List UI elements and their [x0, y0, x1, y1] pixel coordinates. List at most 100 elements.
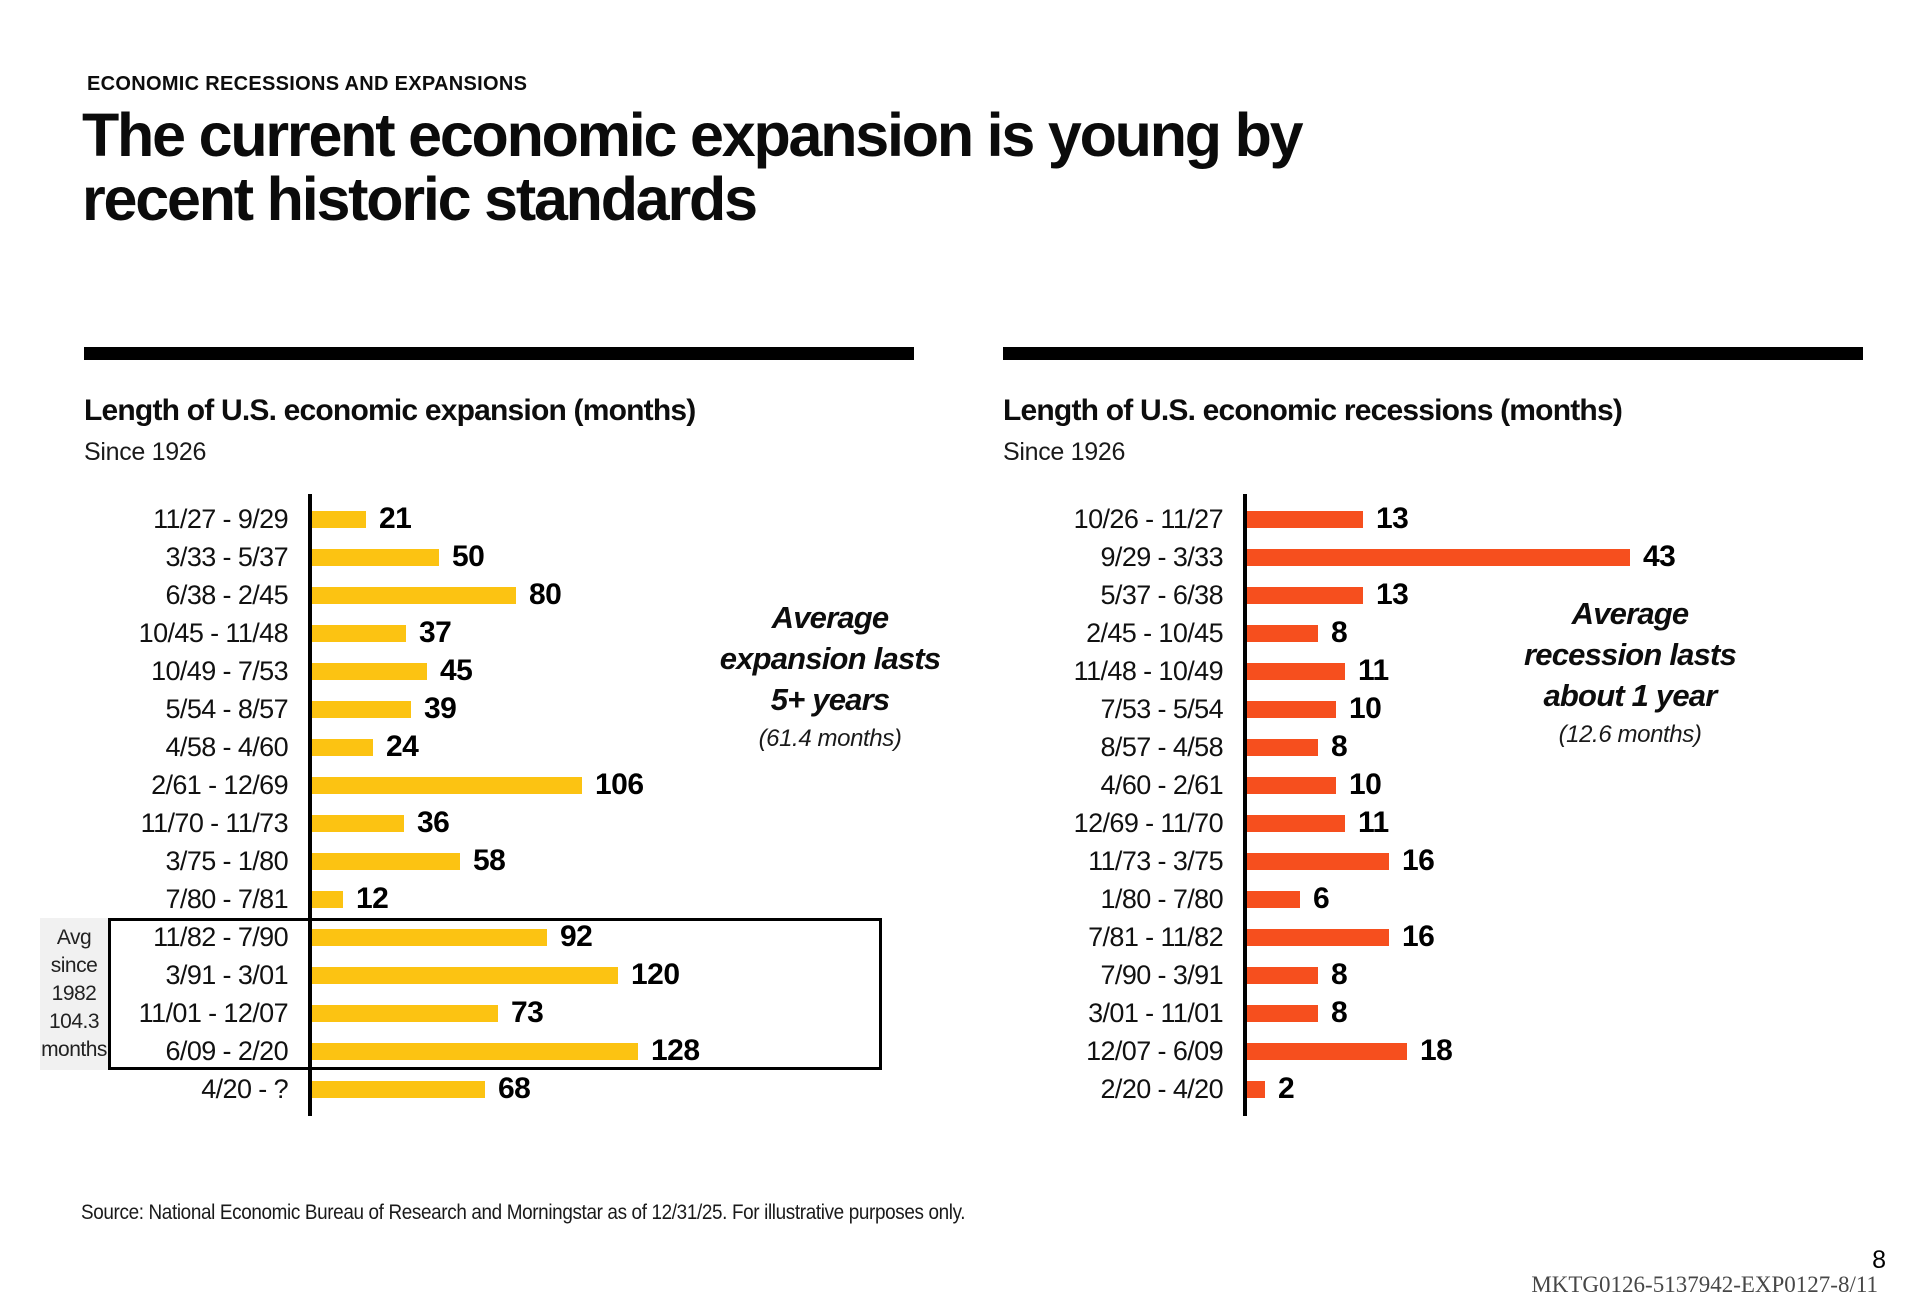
section-rule-expansion [84, 347, 914, 360]
bar-value: 24 [386, 730, 419, 763]
bar-wrap: 80 [312, 578, 562, 612]
bar-value: 8 [1331, 996, 1348, 1029]
bar-wrap: 8 [1247, 730, 1348, 764]
chart-row: 10/49 - 7/53 45 [84, 652, 930, 690]
bar-wrap: 11 [1247, 806, 1389, 840]
bar-value: 80 [529, 578, 562, 611]
bar [312, 1080, 485, 1098]
row-label: 6/09 - 2/20 [165, 1035, 289, 1066]
bar [1247, 814, 1345, 832]
bar [312, 738, 373, 756]
annotation-subtext: (61.4 months) [758, 725, 902, 752]
chart-row: 3/91 - 3/01 120 [84, 956, 930, 994]
chart-row: 11/01 - 12/07 73 [84, 994, 930, 1032]
bar-value: 13 [1376, 502, 1409, 535]
row-label: 10/45 - 11/48 [138, 617, 289, 648]
bar [312, 624, 406, 642]
row-label: 12/69 - 11/70 [1073, 807, 1224, 838]
bar [1247, 738, 1318, 756]
bar-wrap: 16 [1247, 844, 1435, 878]
chart-row: 4/60 - 2/61 10 [1003, 766, 1883, 804]
chart-row: 6/09 - 2/20 128 [84, 1032, 930, 1070]
bar-wrap: 50 [312, 540, 485, 574]
row-label: 4/60 - 2/61 [1100, 769, 1224, 800]
chart-row: 12/07 - 6/09 18 [1003, 1032, 1883, 1070]
bar [1247, 928, 1389, 946]
bar [1247, 548, 1630, 566]
row-label: 2/61 - 12/69 [151, 769, 289, 800]
bar [1247, 700, 1336, 718]
bar [1247, 966, 1318, 984]
chart-row: 5/37 - 6/38 13 [1003, 576, 1883, 614]
bar-value: 13 [1376, 578, 1409, 611]
bar-wrap: 12 [312, 882, 389, 916]
expansion-chart-title: Length of U.S. economic expansion (month… [84, 394, 696, 427]
annotation-line: about 1 year [1543, 678, 1717, 713]
bar-wrap: 8 [1247, 996, 1348, 1030]
row-label: 7/81 - 11/82 [1088, 921, 1224, 952]
bar-value: 68 [498, 1072, 531, 1105]
chart-row: 5/54 - 8/57 39 [84, 690, 930, 728]
chart-row: 11/82 - 7/90 92 [84, 918, 930, 956]
chart-row: 8/57 - 4/58 8 [1003, 728, 1883, 766]
row-label: 2/20 - 4/20 [1100, 1073, 1224, 1104]
bar-value: 39 [424, 692, 457, 725]
row-label: 8/57 - 4/58 [1100, 731, 1224, 762]
bar-value: 120 [631, 958, 680, 991]
bar [1247, 510, 1363, 528]
page-number: 8 [1872, 1246, 1886, 1274]
bar-wrap: 11 [1247, 654, 1389, 688]
row-label: 11/70 - 11/73 [140, 807, 289, 838]
row-label: 11/48 - 10/49 [1073, 655, 1224, 686]
bar-value: 12 [356, 882, 389, 915]
bar-wrap: 92 [312, 920, 593, 954]
bar [1247, 890, 1300, 908]
bar-wrap: 6 [1247, 882, 1330, 916]
chart-row: 11/73 - 3/75 16 [1003, 842, 1883, 880]
bar [312, 700, 411, 718]
bar-value: 21 [379, 502, 412, 535]
bar [1247, 1080, 1265, 1098]
recession-bar-chart: 10/26 - 11/27 13 9/29 - 3/33 43 5/37 - 6/38 1… [1003, 500, 1883, 1108]
bar-wrap: 21 [312, 502, 412, 536]
section-rule-recession [1003, 347, 1863, 360]
annotation-line: recession lasts [1523, 637, 1737, 672]
row-label: 3/75 - 1/80 [165, 845, 289, 876]
bar [1247, 624, 1318, 642]
bar [312, 814, 404, 832]
bar-value: 128 [651, 1034, 700, 1067]
row-label: 1/80 - 7/80 [1100, 883, 1224, 914]
bar [312, 852, 460, 870]
row-label: 4/20 - ? [201, 1073, 288, 1104]
bar [312, 928, 547, 946]
annotation-subtext: (12.6 months) [1558, 721, 1702, 748]
chart-row: 3/33 - 5/37 50 [84, 538, 930, 576]
bar [312, 776, 582, 794]
recession-chart-axis [1243, 494, 1247, 1116]
row-label: 12/07 - 6/09 [1086, 1035, 1224, 1066]
chart-row: 10/26 - 11/27 13 [1003, 500, 1883, 538]
annotation-line: expansion lasts [719, 641, 941, 676]
chart-row: 3/75 - 1/80 58 [84, 842, 930, 880]
bar-wrap: 10 [1247, 692, 1382, 726]
bar-wrap: 2 [1247, 1072, 1295, 1106]
bar-value: 16 [1402, 920, 1435, 953]
bar-wrap: 128 [312, 1034, 700, 1068]
page-title-line-2: recent historic standards [82, 165, 758, 233]
bar-wrap: 120 [312, 958, 680, 992]
bar-wrap: 58 [312, 844, 506, 878]
footer-code: MKTG0126-5137942-EXP0127-8/11 [1531, 1272, 1878, 1297]
row-label: 10/49 - 7/53 [151, 655, 289, 686]
bar-value: 11 [1358, 806, 1389, 839]
bar-value: 11 [1358, 654, 1389, 687]
bar-wrap: 106 [312, 768, 644, 802]
bar [1247, 1004, 1318, 1022]
bar-value: 18 [1420, 1034, 1453, 1067]
bar [1247, 776, 1336, 794]
bar [312, 510, 366, 528]
bar [312, 1042, 638, 1060]
bar-wrap: 73 [312, 996, 544, 1030]
bar-wrap: 18 [1247, 1034, 1453, 1068]
row-label: 7/53 - 5/54 [1100, 693, 1224, 724]
chart-row: 10/45 - 11/48 37 [84, 614, 930, 652]
